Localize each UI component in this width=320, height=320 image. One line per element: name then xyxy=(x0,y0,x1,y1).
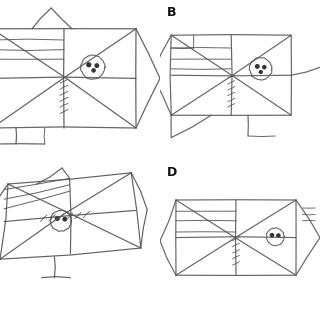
Polygon shape xyxy=(95,64,99,67)
Polygon shape xyxy=(63,218,67,221)
Polygon shape xyxy=(260,71,262,73)
Text: B: B xyxy=(166,6,176,20)
Polygon shape xyxy=(92,69,95,72)
Polygon shape xyxy=(277,234,280,237)
Polygon shape xyxy=(87,63,91,67)
Text: D: D xyxy=(166,166,177,180)
Polygon shape xyxy=(263,66,266,69)
Polygon shape xyxy=(256,65,259,68)
Polygon shape xyxy=(270,234,274,237)
Polygon shape xyxy=(55,217,59,220)
